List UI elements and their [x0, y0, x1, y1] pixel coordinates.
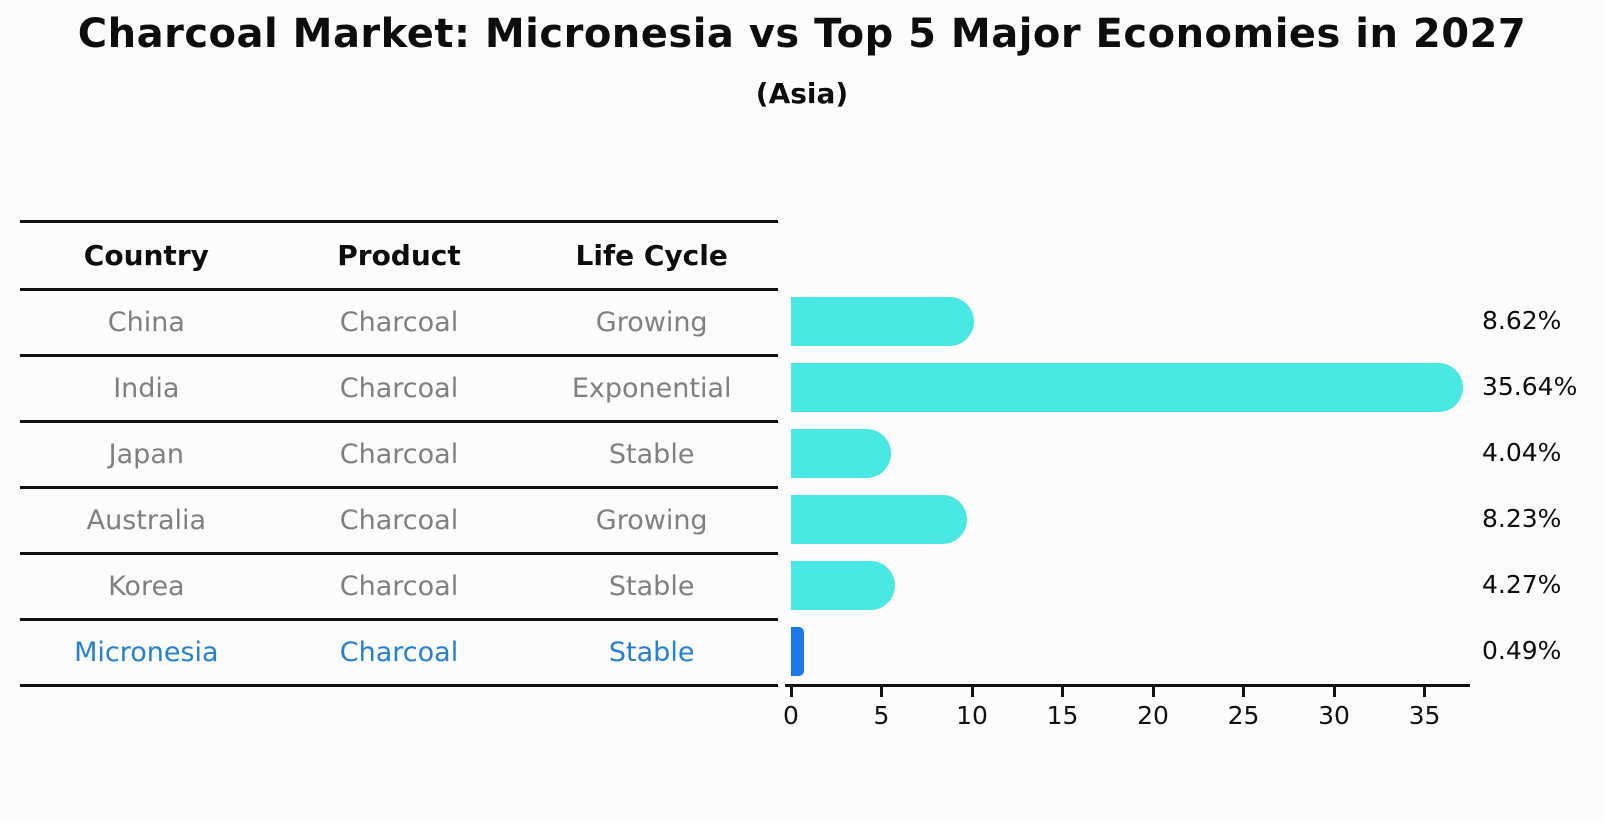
bar-micronesia: [791, 626, 804, 676]
x-axis-line: [785, 684, 1470, 687]
cell-country: China: [107, 307, 185, 338]
header-country: Country: [83, 239, 209, 272]
table-row: Korea Charcoal Stable: [20, 555, 778, 621]
x-axis-tick: [789, 687, 793, 697]
cell-product: Charcoal: [339, 373, 459, 404]
x-axis-tick: [1061, 687, 1064, 697]
bar-korea: [791, 560, 895, 610]
table-row: India Charcoal Exponential: [20, 357, 778, 423]
x-axis-tick-label: 10: [956, 701, 988, 730]
cell-country: India: [113, 373, 180, 404]
cell-life-cycle: Stable: [608, 571, 695, 602]
bar-japan: [791, 428, 891, 478]
x-axis-tick: [1242, 687, 1245, 697]
x-axis-tick-label: 0: [783, 701, 799, 730]
x-axis-tick-label: 30: [1318, 701, 1350, 730]
cell-life-cycle: Growing: [595, 307, 708, 338]
cell-country: Japan: [108, 439, 184, 470]
x-axis-tick: [1332, 687, 1336, 697]
value-label: 8.23%: [1482, 504, 1562, 533]
x-axis-tick-label: 35: [1408, 701, 1441, 730]
x-axis-tick-label: 15: [1046, 701, 1079, 730]
cell-product: Charcoal: [339, 571, 459, 602]
cell-life-cycle: Stable: [608, 637, 695, 668]
value-label: 35.64%: [1482, 372, 1578, 401]
cell-life-cycle: Growing: [595, 505, 708, 536]
value-label: 8.62%: [1482, 306, 1562, 335]
cell-product: Charcoal: [339, 307, 459, 338]
summary-table: Country Product Life Cycle China Charcoal…: [20, 220, 778, 687]
value-label: 4.04%: [1482, 438, 1562, 467]
table-header-row: Country Product Life Cycle: [20, 223, 778, 291]
x-axis-tick: [880, 687, 883, 697]
cell-country: Micronesia: [74, 637, 219, 668]
header-product: Product: [337, 239, 461, 272]
table-row: Australia Charcoal Growing: [20, 489, 778, 555]
chart-title: Charcoal Market: Micronesia vs Top 5 Maj…: [77, 11, 1527, 57]
x-axis-tick: [970, 687, 974, 697]
bar-australia: [791, 494, 967, 544]
cell-product: Charcoal: [339, 505, 459, 536]
cell-country: Korea: [108, 571, 185, 602]
x-axis-tick-label: 20: [1137, 701, 1169, 730]
cell-product: Charcoal: [339, 439, 459, 470]
x-axis-tick-label: 5: [873, 701, 890, 730]
cell-life-cycle: Exponential: [571, 373, 732, 404]
chart-subtitle: (Asia): [755, 77, 849, 110]
table-row: Micronesia Charcoal Stable: [20, 621, 778, 687]
table-body: China Charcoal Growing India Charcoal Exponen…: [20, 291, 778, 687]
value-label: 4.27%: [1482, 570, 1562, 599]
table-row: Japan Charcoal Stable: [20, 423, 778, 489]
header-life-cycle: Life Cycle: [575, 239, 728, 272]
cell-life-cycle: Stable: [608, 439, 695, 470]
bar-china: [791, 296, 974, 346]
value-label: 0.49%: [1482, 636, 1562, 665]
cell-country: Australia: [86, 505, 207, 536]
cell-product: Charcoal: [339, 637, 459, 668]
table-row: China Charcoal Growing: [20, 291, 778, 357]
bar-india: [791, 362, 1463, 412]
x-axis-tick-label: 25: [1227, 701, 1260, 730]
x-axis-tick: [1151, 687, 1155, 697]
x-axis-tick: [1423, 687, 1426, 697]
